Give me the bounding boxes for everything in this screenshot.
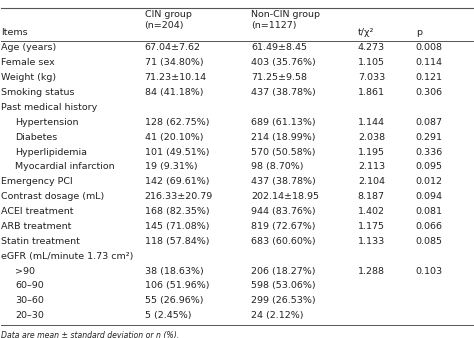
Text: 8.187: 8.187 xyxy=(358,192,385,201)
Text: 55 (26.96%): 55 (26.96%) xyxy=(145,296,203,305)
Text: t/χ²: t/χ² xyxy=(358,28,374,37)
Text: 128 (62.75%): 128 (62.75%) xyxy=(145,118,209,127)
Text: 20–30: 20–30 xyxy=(15,311,44,320)
Text: Age (years): Age (years) xyxy=(1,44,56,52)
Text: 0.336: 0.336 xyxy=(416,148,443,156)
Text: 1.175: 1.175 xyxy=(358,222,385,231)
Text: 168 (82.35%): 168 (82.35%) xyxy=(145,207,209,216)
Text: 41 (20.10%): 41 (20.10%) xyxy=(145,133,203,142)
Text: 71.23±10.14: 71.23±10.14 xyxy=(145,73,207,82)
Text: ARB treatment: ARB treatment xyxy=(1,222,71,231)
Text: 1.402: 1.402 xyxy=(358,207,385,216)
Text: 60–90: 60–90 xyxy=(15,282,44,290)
Text: 1.105: 1.105 xyxy=(358,58,385,67)
Text: Non-CIN group
(n=1127): Non-CIN group (n=1127) xyxy=(251,10,320,29)
Text: Hyperlipidemia: Hyperlipidemia xyxy=(15,148,87,156)
Text: 84 (41.18%): 84 (41.18%) xyxy=(145,88,203,97)
Text: 0.066: 0.066 xyxy=(416,222,443,231)
Text: Smoking status: Smoking status xyxy=(1,88,74,97)
Text: 683 (60.60%): 683 (60.60%) xyxy=(251,237,316,246)
Text: 19 (9.31%): 19 (9.31%) xyxy=(145,163,197,171)
Text: 5 (2.45%): 5 (2.45%) xyxy=(145,311,191,320)
Text: 2.038: 2.038 xyxy=(358,133,385,142)
Text: 206 (18.27%): 206 (18.27%) xyxy=(251,267,316,275)
Text: 0.121: 0.121 xyxy=(416,73,443,82)
Text: Contrast dosage (mL): Contrast dosage (mL) xyxy=(1,192,104,201)
Text: 0.087: 0.087 xyxy=(416,118,443,127)
Text: 0.095: 0.095 xyxy=(416,163,443,171)
Text: 214 (18.99%): 214 (18.99%) xyxy=(251,133,316,142)
Text: 598 (53.06%): 598 (53.06%) xyxy=(251,282,316,290)
Text: 216.33±20.79: 216.33±20.79 xyxy=(145,192,213,201)
Text: CIN group
(n=204): CIN group (n=204) xyxy=(145,10,191,29)
Text: 7.033: 7.033 xyxy=(358,73,385,82)
Text: 1.133: 1.133 xyxy=(358,237,385,246)
Text: Weight (kg): Weight (kg) xyxy=(1,73,56,82)
Text: 299 (26.53%): 299 (26.53%) xyxy=(251,296,316,305)
Text: p: p xyxy=(416,28,422,37)
Text: 570 (50.58%): 570 (50.58%) xyxy=(251,148,316,156)
Text: 71.25±9.58: 71.25±9.58 xyxy=(251,73,307,82)
Text: 61.49±8.45: 61.49±8.45 xyxy=(251,44,307,52)
Text: 145 (71.08%): 145 (71.08%) xyxy=(145,222,209,231)
Text: 202.14±18.95: 202.14±18.95 xyxy=(251,192,319,201)
Text: 30–60: 30–60 xyxy=(15,296,44,305)
Text: 1.195: 1.195 xyxy=(358,148,385,156)
Text: Hypertension: Hypertension xyxy=(15,118,79,127)
Text: ACEI treatment: ACEI treatment xyxy=(1,207,73,216)
Text: 403 (35.76%): 403 (35.76%) xyxy=(251,58,316,67)
Text: Emergency PCI: Emergency PCI xyxy=(1,177,73,186)
Text: Statin treatment: Statin treatment xyxy=(1,237,80,246)
Text: 1.144: 1.144 xyxy=(358,118,385,127)
Text: 24 (2.12%): 24 (2.12%) xyxy=(251,311,304,320)
Text: 1.861: 1.861 xyxy=(358,88,385,97)
Text: 437 (38.78%): 437 (38.78%) xyxy=(251,177,316,186)
Text: Female sex: Female sex xyxy=(1,58,55,67)
Text: 0.085: 0.085 xyxy=(416,237,443,246)
Text: >90: >90 xyxy=(15,267,35,275)
Text: 819 (72.67%): 819 (72.67%) xyxy=(251,222,316,231)
Text: 0.291: 0.291 xyxy=(416,133,443,142)
Text: 0.008: 0.008 xyxy=(416,44,443,52)
Text: Myocardial infarction: Myocardial infarction xyxy=(15,163,115,171)
Text: 0.081: 0.081 xyxy=(416,207,443,216)
Text: 4.273: 4.273 xyxy=(358,44,385,52)
Text: 689 (61.13%): 689 (61.13%) xyxy=(251,118,316,127)
Text: 101 (49.51%): 101 (49.51%) xyxy=(145,148,209,156)
Text: 142 (69.61%): 142 (69.61%) xyxy=(145,177,209,186)
Text: Past medical history: Past medical history xyxy=(1,103,97,112)
Text: 38 (18.63%): 38 (18.63%) xyxy=(145,267,203,275)
Text: 98 (8.70%): 98 (8.70%) xyxy=(251,163,304,171)
Text: 2.104: 2.104 xyxy=(358,177,385,186)
Text: 437 (38.78%): 437 (38.78%) xyxy=(251,88,316,97)
Text: Data are mean ± standard deviation or n (%).: Data are mean ± standard deviation or n … xyxy=(1,331,179,338)
Text: Items: Items xyxy=(1,28,27,37)
Text: 0.094: 0.094 xyxy=(416,192,443,201)
Text: 1.288: 1.288 xyxy=(358,267,385,275)
Text: 71 (34.80%): 71 (34.80%) xyxy=(145,58,203,67)
Text: eGFR (mL/minute 1.73 cm²): eGFR (mL/minute 1.73 cm²) xyxy=(1,252,133,261)
Text: 118 (57.84%): 118 (57.84%) xyxy=(145,237,209,246)
Text: 106 (51.96%): 106 (51.96%) xyxy=(145,282,209,290)
Text: 0.306: 0.306 xyxy=(416,88,443,97)
Text: Diabetes: Diabetes xyxy=(15,133,57,142)
Text: 0.103: 0.103 xyxy=(416,267,443,275)
Text: 0.012: 0.012 xyxy=(416,177,443,186)
Text: 2.113: 2.113 xyxy=(358,163,385,171)
Text: 0.114: 0.114 xyxy=(416,58,443,67)
Text: 67.04±7.62: 67.04±7.62 xyxy=(145,44,201,52)
Text: 944 (83.76%): 944 (83.76%) xyxy=(251,207,316,216)
